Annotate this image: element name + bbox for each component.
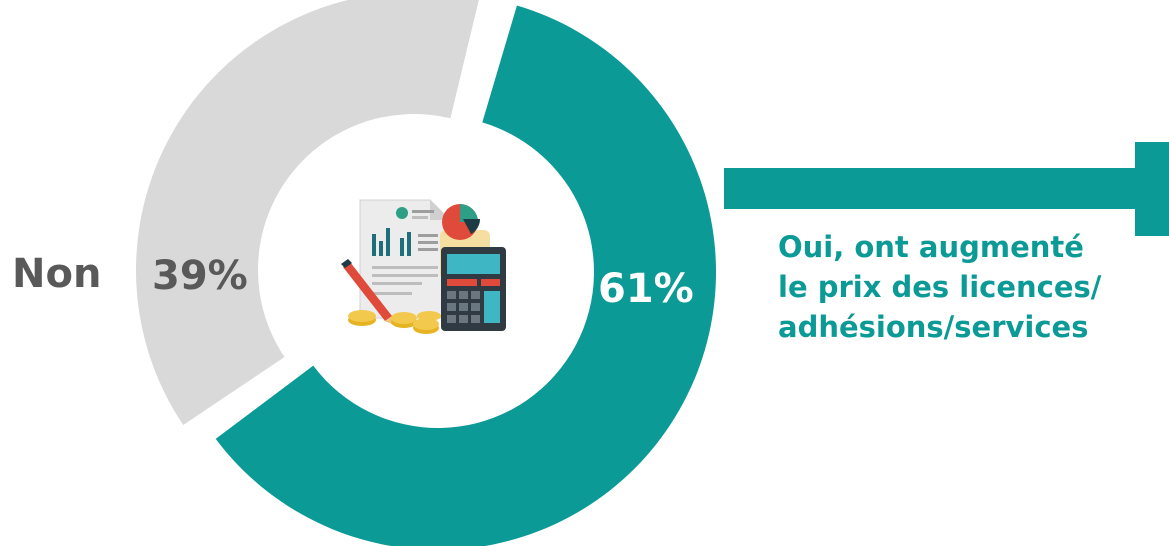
oui-description-line: le prix des licences/ [778,270,1102,304]
donut-slice-non [136,0,479,426]
oui-description: Oui, ont augmenté le prix des licences/ … [778,227,1168,347]
non-category-label: Non [12,251,101,297]
oui-description-line: adhésions/services [778,310,1089,344]
arrow-shape [724,142,1169,236]
oui-description-line: Oui, ont augmenté [778,230,1084,264]
non-percent-label: 39% [152,253,248,299]
finance-calculator-icon [341,199,506,334]
donut-slice-oui [215,5,716,546]
oui-percent-label: 61% [598,266,694,312]
